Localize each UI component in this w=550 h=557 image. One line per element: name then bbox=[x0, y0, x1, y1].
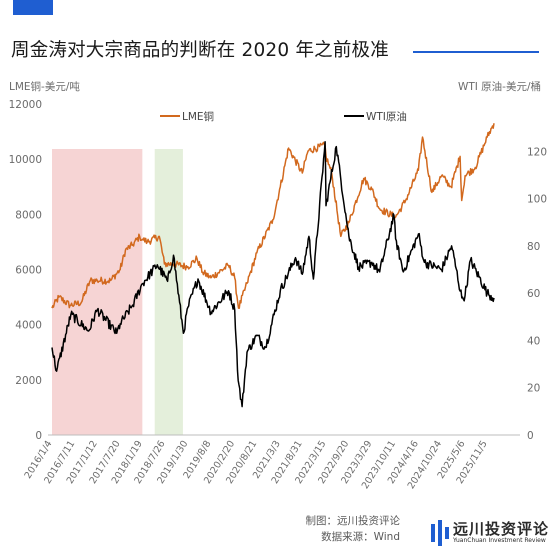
right-tick-label: 100 bbox=[527, 194, 547, 206]
legend-label-lme: LME铜 bbox=[182, 111, 214, 123]
left-axis-label: LME铜-美元/吨 bbox=[9, 80, 80, 93]
shaded-band-red bbox=[52, 149, 143, 435]
logo-name-zh: 远川投资评论 bbox=[453, 520, 550, 538]
right-tick-label: 40 bbox=[527, 335, 540, 347]
source-block: 制图：远川投资评论 数据来源：Wind bbox=[306, 513, 401, 545]
right-tick-label: 20 bbox=[527, 383, 540, 395]
left-tick-label: 12000 bbox=[9, 99, 42, 111]
title-accent-rule bbox=[413, 51, 539, 53]
publisher-logo: 远川投资评论 YuanChuan Investment Review bbox=[431, 517, 548, 549]
data-source-credit: 数据来源：Wind bbox=[321, 531, 400, 543]
left-tick-label: 8000 bbox=[15, 209, 42, 221]
right-tick-label: 80 bbox=[527, 241, 540, 253]
series-line-wti-crude bbox=[51, 141, 495, 408]
right-tick-label: 60 bbox=[527, 288, 540, 300]
chart-title: 周金涛对大宗商品的判断在 2020 年之前极准 bbox=[11, 40, 389, 61]
logo-mark-icon bbox=[431, 520, 449, 546]
maker-credit: 制图：远川投资评论 bbox=[305, 515, 401, 527]
left-tick-label: 4000 bbox=[15, 320, 42, 332]
top-accent-square bbox=[13, 0, 53, 15]
legend-label-wti: WTI原油 bbox=[366, 110, 407, 123]
right-tick-label: 0 bbox=[527, 430, 534, 442]
right-tick-label: 120 bbox=[527, 146, 547, 158]
left-tick-label: 0 bbox=[35, 430, 42, 442]
series-line-lme-copper bbox=[51, 123, 495, 309]
left-tick-label: 6000 bbox=[15, 265, 42, 277]
left-tick-label: 2000 bbox=[15, 375, 42, 387]
logo-name-en: YuanChuan Investment Review bbox=[453, 537, 546, 544]
left-tick-label: 10000 bbox=[9, 154, 42, 166]
right-axis-label: WTI 原油-美元/桶 bbox=[458, 80, 541, 93]
